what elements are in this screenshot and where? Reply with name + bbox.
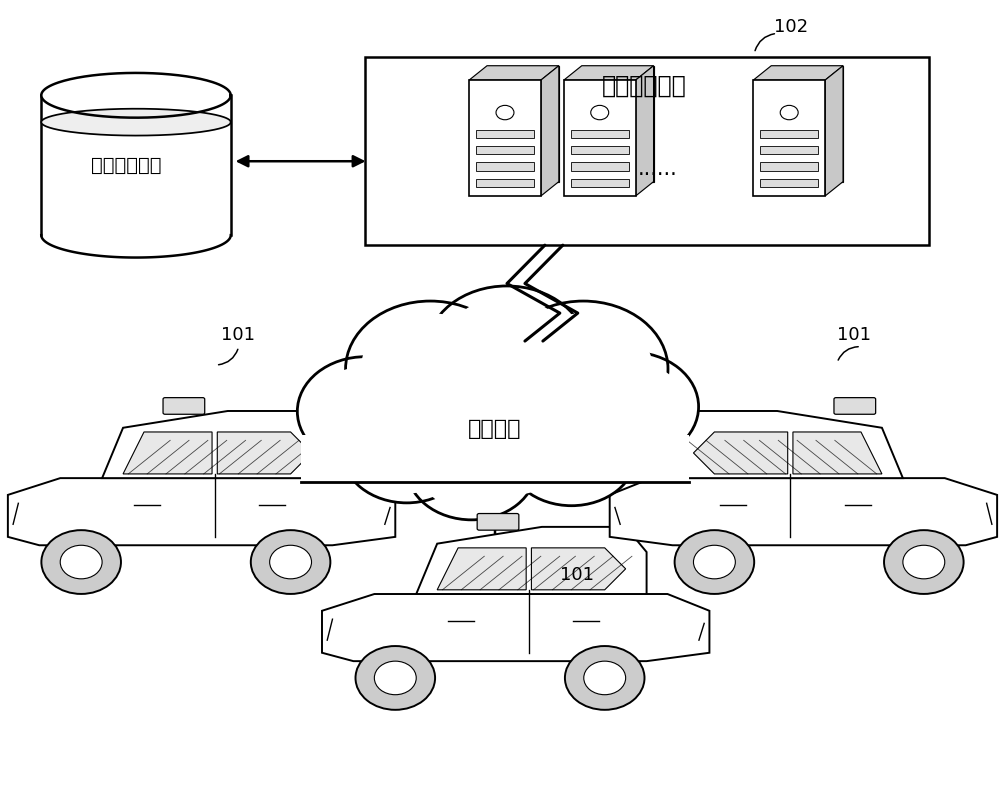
FancyBboxPatch shape	[753, 80, 825, 196]
Circle shape	[675, 530, 754, 594]
FancyBboxPatch shape	[760, 146, 818, 154]
Polygon shape	[564, 66, 654, 80]
FancyBboxPatch shape	[301, 435, 689, 482]
Text: ......: ......	[638, 160, 677, 179]
Polygon shape	[437, 548, 526, 589]
Circle shape	[356, 646, 435, 710]
Circle shape	[346, 301, 515, 437]
FancyBboxPatch shape	[564, 80, 636, 196]
Text: 通信网络: 通信网络	[468, 419, 522, 439]
Polygon shape	[610, 478, 997, 545]
Polygon shape	[41, 109, 231, 136]
Polygon shape	[531, 548, 626, 589]
Circle shape	[584, 661, 626, 695]
Circle shape	[499, 301, 668, 437]
Text: 102: 102	[774, 18, 808, 36]
FancyBboxPatch shape	[760, 130, 818, 138]
Circle shape	[361, 314, 500, 424]
Polygon shape	[753, 66, 843, 80]
Polygon shape	[416, 527, 647, 594]
FancyBboxPatch shape	[571, 162, 629, 171]
Circle shape	[514, 314, 653, 424]
Polygon shape	[541, 66, 559, 196]
Circle shape	[574, 362, 686, 452]
Circle shape	[903, 545, 945, 579]
FancyBboxPatch shape	[571, 146, 629, 154]
Circle shape	[377, 312, 613, 501]
Circle shape	[591, 105, 609, 119]
Circle shape	[310, 367, 422, 456]
Circle shape	[354, 408, 460, 493]
Polygon shape	[102, 411, 332, 478]
Circle shape	[41, 530, 121, 594]
Circle shape	[884, 530, 964, 594]
FancyBboxPatch shape	[469, 80, 541, 196]
Circle shape	[270, 545, 312, 579]
Circle shape	[441, 298, 572, 403]
FancyBboxPatch shape	[760, 179, 818, 187]
Polygon shape	[8, 478, 395, 545]
FancyBboxPatch shape	[760, 162, 818, 171]
FancyBboxPatch shape	[476, 179, 534, 187]
Polygon shape	[469, 66, 559, 80]
Text: 数据存储系统: 数据存储系统	[91, 156, 161, 175]
Polygon shape	[636, 66, 654, 196]
FancyBboxPatch shape	[476, 162, 534, 171]
Text: 101: 101	[560, 566, 594, 584]
Circle shape	[407, 416, 536, 520]
FancyBboxPatch shape	[476, 130, 534, 138]
FancyBboxPatch shape	[477, 513, 519, 530]
Circle shape	[60, 545, 102, 579]
Circle shape	[780, 105, 798, 119]
Polygon shape	[673, 411, 903, 478]
Polygon shape	[771, 66, 843, 181]
Circle shape	[562, 352, 699, 461]
Text: 101: 101	[221, 326, 255, 345]
Polygon shape	[322, 594, 709, 661]
Polygon shape	[693, 432, 788, 474]
Circle shape	[418, 425, 525, 511]
Polygon shape	[825, 66, 843, 196]
FancyBboxPatch shape	[365, 57, 929, 245]
Circle shape	[507, 402, 636, 506]
FancyBboxPatch shape	[834, 398, 876, 415]
Circle shape	[496, 105, 514, 119]
Polygon shape	[41, 73, 231, 118]
FancyBboxPatch shape	[163, 398, 205, 415]
Polygon shape	[123, 432, 212, 474]
Polygon shape	[217, 432, 312, 474]
Circle shape	[251, 530, 330, 594]
Polygon shape	[487, 66, 559, 181]
FancyBboxPatch shape	[571, 179, 629, 187]
Circle shape	[374, 661, 416, 695]
FancyBboxPatch shape	[41, 95, 231, 235]
Circle shape	[518, 411, 625, 496]
Text: 101: 101	[837, 326, 871, 345]
Circle shape	[565, 646, 644, 710]
Circle shape	[297, 357, 434, 466]
Circle shape	[382, 316, 608, 497]
Circle shape	[342, 399, 471, 503]
Circle shape	[427, 286, 587, 414]
FancyBboxPatch shape	[476, 146, 534, 154]
Polygon shape	[793, 432, 882, 474]
FancyBboxPatch shape	[571, 130, 629, 138]
Circle shape	[693, 545, 735, 579]
Polygon shape	[582, 66, 654, 181]
Text: 车辆管理平台: 车辆管理平台	[602, 73, 687, 97]
